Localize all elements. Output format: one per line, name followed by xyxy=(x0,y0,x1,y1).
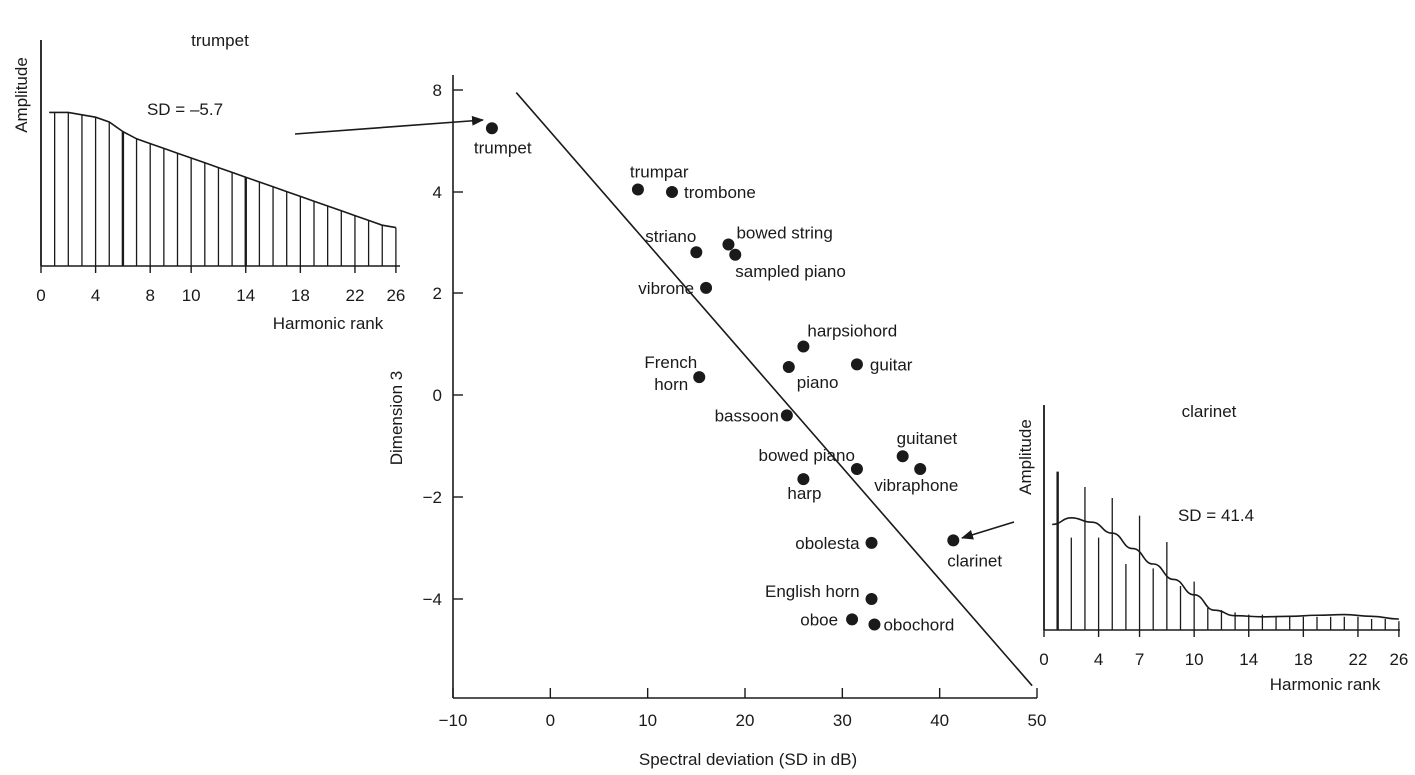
clarinet-x-axis-label: Harmonic rank xyxy=(1270,675,1381,694)
main-y-tick-label: 8 xyxy=(433,81,442,100)
clarinet-y-axis-label: Amplitude xyxy=(1016,419,1035,495)
main-x-tick-label: 40 xyxy=(930,711,949,730)
point-harpsiohord xyxy=(797,340,810,353)
point-label-bowed-piano: bowed piano xyxy=(759,446,855,465)
point-label-harp: harp xyxy=(787,484,821,503)
point-label-french-horn-line1: French xyxy=(644,353,697,372)
x-tick-label: 10 xyxy=(182,286,201,305)
trumpet-title: trumpet xyxy=(191,31,249,50)
x-tick-label: 18 xyxy=(291,286,310,305)
point-bowed-string xyxy=(722,238,735,251)
point-obochord xyxy=(868,618,881,631)
point-french-horn xyxy=(693,371,706,384)
main-x-ticks: −10 0 10 20 30 40 50 xyxy=(439,688,1047,730)
point-oboe xyxy=(846,613,859,626)
main-y-axis-label: Dimension 3 xyxy=(387,371,406,466)
point-guitanet xyxy=(896,450,909,463)
main-x-tick-label: 0 xyxy=(546,711,555,730)
trumpet-sd-annotation: SD = –5.7 xyxy=(147,100,223,119)
point-label-harpsiohord: harpsiohord xyxy=(807,322,897,341)
clarinet-inset-chart: 0 4 7 10 14 18 22 26 clarinet SD = 41.4 Harmoni… xyxy=(1016,402,1408,694)
main-y-tick-label: −4 xyxy=(423,590,442,609)
x-tick-label: 22 xyxy=(1348,650,1367,669)
point-striano xyxy=(690,246,703,259)
point-english-horn xyxy=(865,593,878,605)
point-label-guitar: guitar xyxy=(870,355,913,374)
point-label-guitanet: guitanet xyxy=(897,429,958,448)
point-label-bassoon: bassoon xyxy=(715,406,779,425)
x-tick-label: 26 xyxy=(386,286,405,305)
point-label-striano: striano xyxy=(645,227,696,246)
trumpet-x-ticks: 0 4 8 10 14 18 22 26 xyxy=(36,266,405,305)
clarinet-envelope-curve xyxy=(1052,516,1399,620)
main-points: trumpet trumpar trombone striano bowed strin… xyxy=(474,122,1002,635)
point-label-trumpet: trumpet xyxy=(474,138,532,157)
point-label-clarinet: clarinet xyxy=(947,551,1002,570)
point-trumpar xyxy=(631,183,644,196)
clarinet-harmonic-bars xyxy=(1056,471,1400,630)
clarinet-title: clarinet xyxy=(1182,402,1237,421)
main-x-tick-label: 10 xyxy=(638,711,657,730)
x-tick-label: 10 xyxy=(1185,650,1204,669)
trumpet-x-axis-label: Harmonic rank xyxy=(273,314,384,333)
trumpet-y-axis-label: Amplitude xyxy=(12,57,31,133)
point-sampled-piano xyxy=(729,248,742,261)
x-tick-label: 7 xyxy=(1135,650,1144,669)
main-y-ticks: 8 4 2 0 −2 −4 xyxy=(423,81,463,609)
point-clarinet xyxy=(947,534,960,547)
main-x-tick-label: 30 xyxy=(833,711,852,730)
point-trombone xyxy=(666,186,678,198)
x-tick-label: 4 xyxy=(1094,650,1103,669)
x-tick-label: 14 xyxy=(1239,650,1258,669)
main-x-tick-label: 20 xyxy=(736,711,755,730)
point-label-bowed-string: bowed string xyxy=(736,224,832,243)
point-obolesta xyxy=(865,536,878,549)
trumpet-envelope-curve xyxy=(49,111,397,229)
trumpet-inset-chart: 0 4 8 10 14 18 22 26 trumpet SD = –5.7 Harmonic… xyxy=(12,31,405,333)
x-tick-label: 0 xyxy=(1039,650,1048,669)
point-guitar xyxy=(850,358,863,371)
point-label-sampled-piano: sampled piano xyxy=(735,262,846,281)
point-label-trumpar: trumpar xyxy=(630,162,689,181)
point-label-oboe: oboe xyxy=(800,610,838,629)
point-piano xyxy=(782,360,795,373)
main-y-tick-label: −2 xyxy=(423,488,442,507)
main-x-axis-label: Spectral deviation (SD in dB) xyxy=(639,750,857,769)
clarinet-x-ticks: 0 4 7 10 14 18 22 26 xyxy=(1039,630,1408,669)
x-tick-label: 14 xyxy=(236,286,255,305)
point-label-vibraphone: vibraphone xyxy=(874,476,958,495)
clarinet-sd-annotation: SD = 41.4 xyxy=(1178,506,1254,525)
x-tick-label: 26 xyxy=(1389,650,1408,669)
x-tick-label: 8 xyxy=(145,286,154,305)
point-vibraphone xyxy=(914,462,927,475)
x-tick-label: 22 xyxy=(345,286,364,305)
point-harp xyxy=(797,473,810,486)
point-label-obochord: obochord xyxy=(883,616,954,635)
point-trumpet xyxy=(485,122,498,135)
clarinet-callout-arrow xyxy=(961,521,1015,540)
x-tick-label: 18 xyxy=(1294,650,1313,669)
main-y-tick-label: 2 xyxy=(433,284,442,303)
point-label-obolesta: obolesta xyxy=(795,534,860,553)
point-vibrone xyxy=(700,281,713,294)
trumpet-harmonic-bars xyxy=(54,112,397,266)
point-bassoon xyxy=(780,409,793,422)
point-label-trombone: trombone xyxy=(684,183,756,202)
trend-line xyxy=(515,92,1033,687)
point-label-vibrone: vibrone xyxy=(638,279,694,298)
main-x-tick-label: 50 xyxy=(1028,711,1047,730)
point-bowed-piano xyxy=(850,462,863,475)
main-y-tick-label: 0 xyxy=(433,386,442,405)
point-label-french-horn-line2: horn xyxy=(654,375,688,394)
main-x-tick-label: −10 xyxy=(439,711,468,730)
x-tick-label: 0 xyxy=(36,286,45,305)
point-label-piano: piano xyxy=(797,373,839,392)
point-label-english-horn: English horn xyxy=(765,582,860,601)
trumpet-callout-arrow xyxy=(294,115,484,135)
x-tick-label: 4 xyxy=(91,286,100,305)
main-y-tick-label: 4 xyxy=(433,183,442,202)
